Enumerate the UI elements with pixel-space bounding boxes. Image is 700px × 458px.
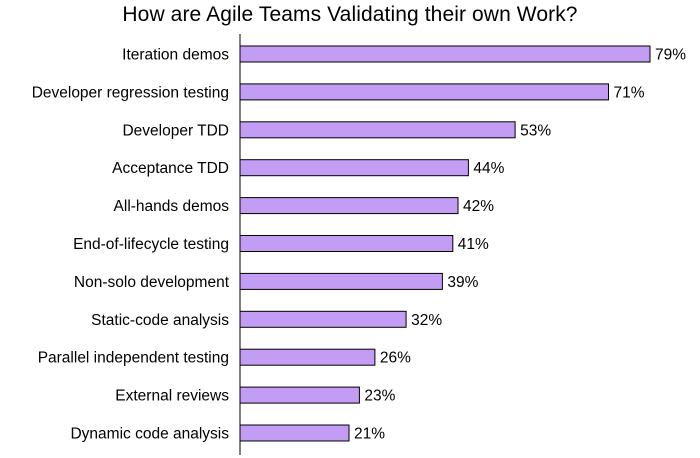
value-label-10: 23% (364, 388, 395, 405)
labels-layer: Iteration demos 79% Developer regression t… (32, 47, 687, 443)
value-label-4: 44% (473, 160, 504, 177)
bar-10 (239, 386, 360, 404)
bar-4 (239, 159, 469, 177)
value-label-6: 41% (458, 236, 489, 253)
bar-3 (239, 121, 516, 139)
value-label-5: 42% (463, 198, 494, 215)
bar-11 (239, 424, 350, 442)
category-label-7: Non-solo development (74, 274, 230, 291)
value-label-9: 26% (380, 350, 411, 367)
category-label-6: End-of-lifecycle testing (73, 236, 229, 253)
bar-1 (239, 45, 651, 63)
bar-5 (239, 197, 459, 215)
bar-6 (239, 235, 454, 252)
bar-9 (239, 348, 376, 366)
category-label-2: Developer regression testing (32, 84, 229, 101)
category-label-8: Static-code analysis (91, 312, 229, 329)
value-label-3: 53% (520, 122, 551, 139)
category-label-3: Developer TDD (122, 122, 229, 139)
value-label-7: 39% (447, 274, 478, 291)
chart-title: How are Agile Teams Validating their own… (122, 3, 578, 26)
category-label-4: Acceptance TDD (112, 160, 229, 177)
value-label-1: 79% (655, 47, 686, 64)
category-label-5: All-hands demos (114, 198, 230, 215)
category-label-9: Parallel independent testing (38, 350, 229, 367)
bars-layer (239, 45, 651, 442)
value-label-8: 32% (411, 312, 442, 329)
bar-2 (239, 83, 609, 101)
value-label-2: 71% (614, 84, 645, 101)
category-label-1: Iteration demos (122, 47, 229, 64)
bar-7 (239, 272, 443, 290)
category-label-11: Dynamic code analysis (70, 426, 229, 443)
bar-8 (239, 310, 407, 328)
value-label-11: 21% (354, 426, 385, 443)
category-label-10: External reviews (115, 388, 229, 405)
